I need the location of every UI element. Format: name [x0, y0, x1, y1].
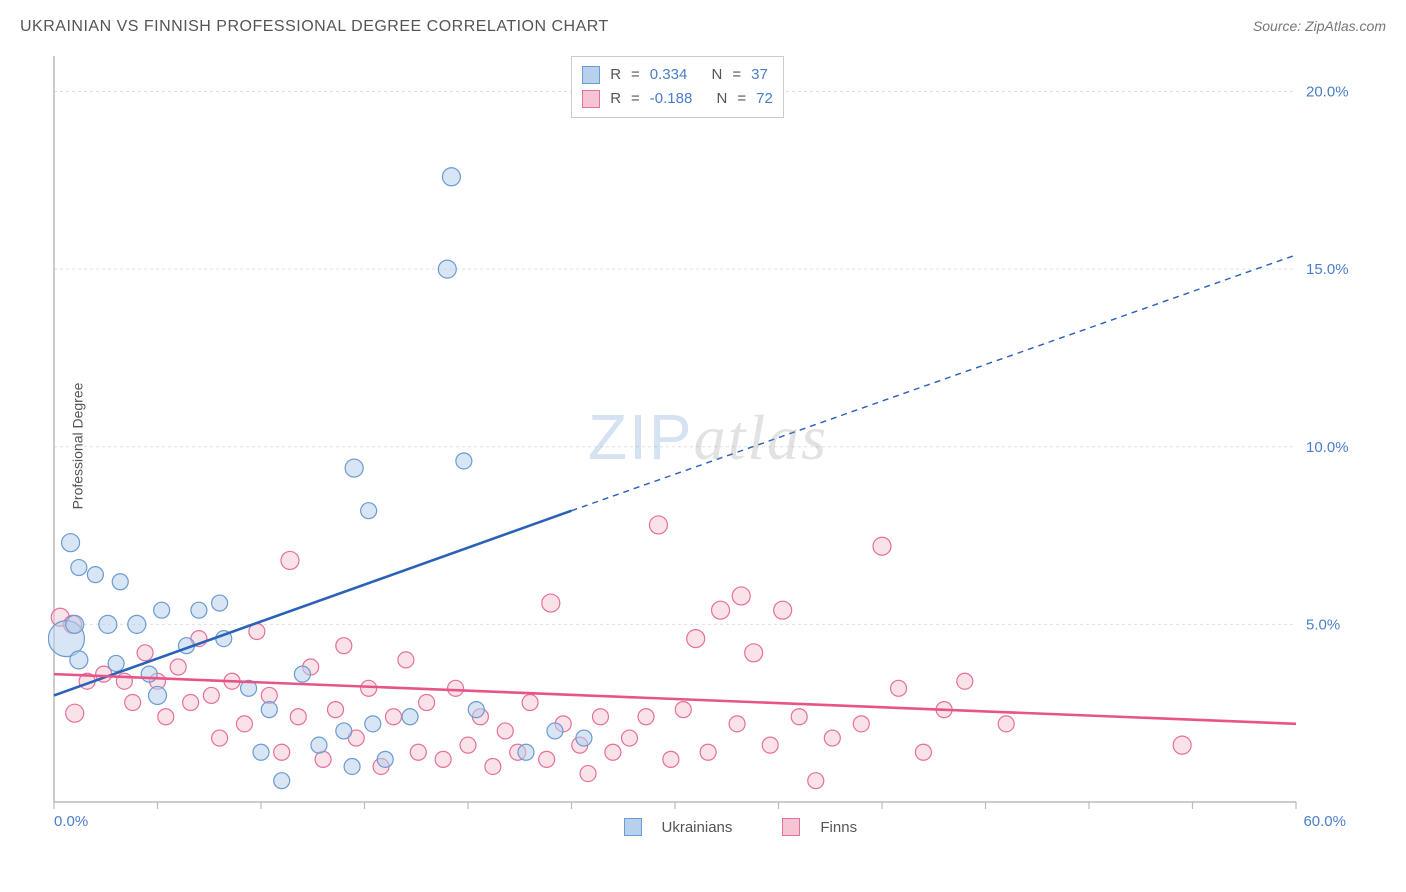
- svg-text:10.0%: 10.0%: [1306, 439, 1349, 456]
- source-label: Source: ZipAtlas.com: [1253, 18, 1386, 34]
- legend-label-ukrainians: Ukrainians: [662, 819, 733, 836]
- stat-r-label: R: [610, 87, 621, 111]
- swatch-finns: [582, 90, 600, 108]
- stats-legend: R = 0.334 N = 37 R = -0.188 N = 72: [571, 56, 784, 118]
- legend-label-finns: Finns: [820, 819, 857, 836]
- stat-n-finns: 72: [756, 87, 773, 111]
- svg-text:20.0%: 20.0%: [1306, 84, 1349, 101]
- chart-title: UKRAINIAN VS FINNISH PROFESSIONAL DEGREE…: [20, 18, 609, 36]
- legend-swatch-finns: [782, 818, 800, 836]
- stats-row-ukrainians: R = 0.334 N = 37: [582, 63, 773, 87]
- svg-text:0.0%: 0.0%: [54, 813, 88, 830]
- stats-row-finns: R = -0.188 N = 72: [582, 87, 773, 111]
- stat-eq: =: [737, 87, 746, 111]
- stat-eq: =: [631, 87, 640, 111]
- stat-eq: =: [631, 63, 640, 87]
- stat-r-ukrainians: 0.334: [650, 63, 688, 87]
- stat-n-ukrainians: 37: [751, 63, 768, 87]
- stat-r-label: R: [610, 63, 621, 87]
- svg-text:15.0%: 15.0%: [1306, 261, 1349, 278]
- plot-area: 5.0%10.0%15.0%20.0%0.0%60.0% ZIPatlas R …: [48, 50, 1356, 838]
- svg-text:60.0%: 60.0%: [1303, 813, 1346, 830]
- swatch-ukrainians: [582, 66, 600, 84]
- svg-text:5.0%: 5.0%: [1306, 616, 1340, 633]
- stat-r-finns: -0.188: [650, 87, 693, 111]
- stat-eq: =: [732, 63, 741, 87]
- stat-n-label: N: [712, 63, 723, 87]
- header-row: UKRAINIAN VS FINNISH PROFESSIONAL DEGREE…: [20, 18, 1386, 36]
- stat-n-label: N: [717, 87, 728, 111]
- chart-svg: 5.0% 10.0% 15.0% 20.0% 0.0% 60.0%: [48, 50, 1356, 838]
- legend-swatch-ukrainians: [624, 818, 642, 836]
- series-legend: Ukrainians Finns: [624, 818, 858, 836]
